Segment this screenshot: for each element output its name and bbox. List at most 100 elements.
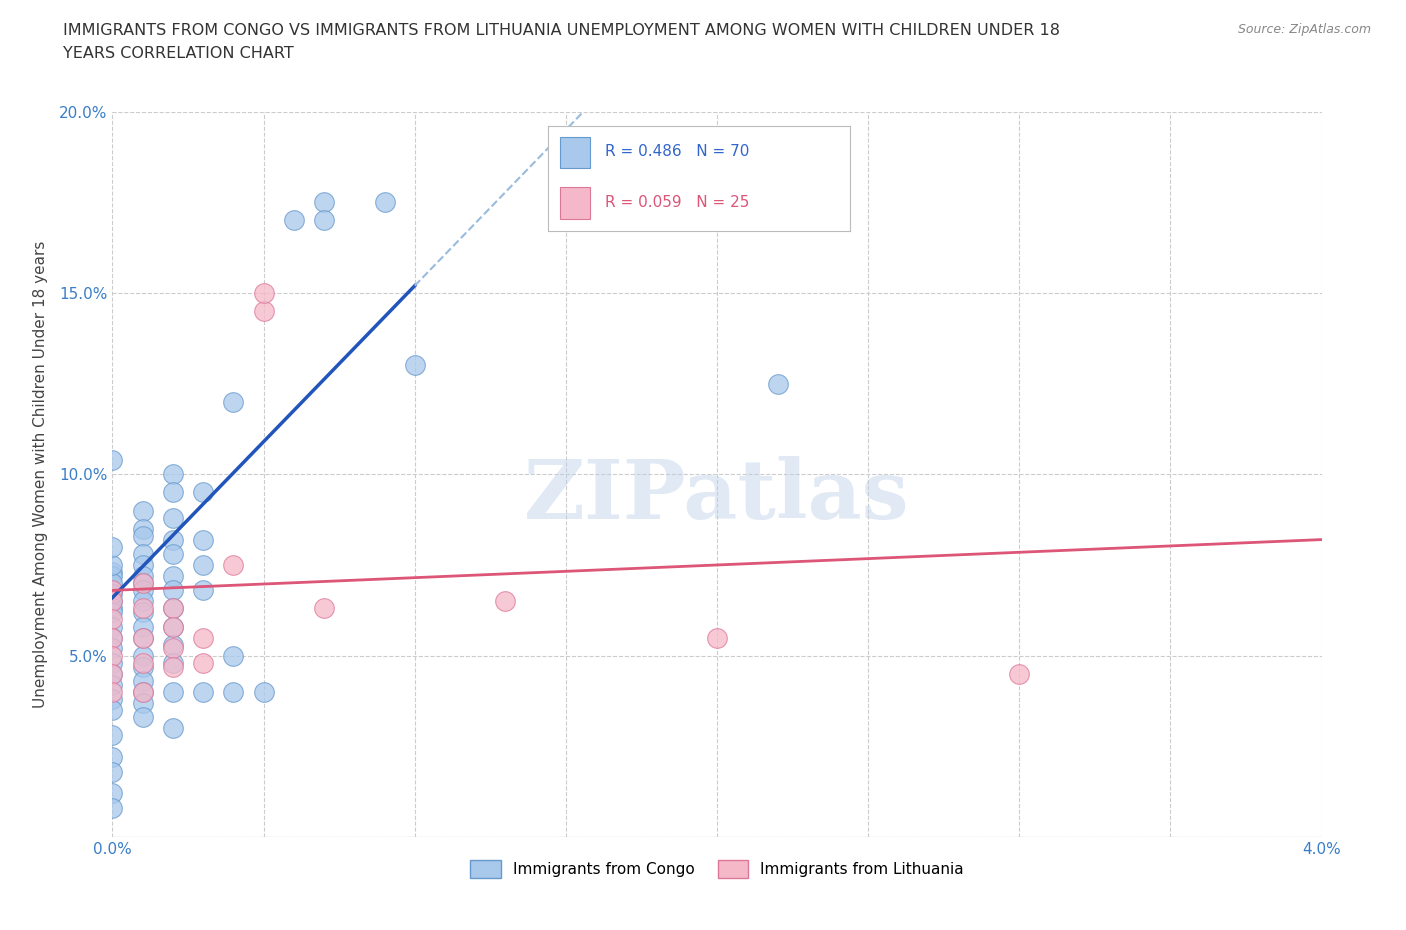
Point	[132, 594, 155, 609]
Point	[253, 684, 276, 699]
Point	[312, 213, 335, 228]
Point	[101, 619, 124, 634]
Point	[132, 568, 155, 583]
Point	[312, 601, 335, 616]
Point	[101, 750, 124, 764]
Point	[101, 604, 124, 619]
Point	[132, 684, 155, 699]
Point	[162, 721, 184, 736]
Point	[101, 565, 124, 579]
Point	[162, 467, 184, 482]
Point	[191, 684, 215, 699]
Point	[191, 583, 215, 598]
Point	[132, 601, 155, 616]
Point	[101, 692, 124, 707]
Point	[253, 303, 276, 318]
Point	[312, 195, 335, 210]
Point	[101, 764, 124, 779]
Point	[132, 710, 155, 724]
Point	[101, 558, 124, 573]
Point	[101, 648, 124, 663]
Point	[101, 576, 124, 591]
Point	[162, 684, 184, 699]
Point	[222, 394, 245, 409]
Point	[162, 485, 184, 500]
Point	[162, 601, 184, 616]
Point	[191, 532, 215, 547]
Point	[101, 583, 124, 598]
Point	[101, 568, 124, 583]
Point	[162, 601, 184, 616]
Point	[101, 452, 124, 467]
Point	[132, 696, 155, 711]
Point	[132, 528, 155, 543]
Point	[162, 659, 184, 674]
Point	[162, 583, 184, 598]
Point	[132, 558, 155, 573]
Point	[132, 576, 155, 591]
Point	[101, 786, 124, 801]
Point	[101, 594, 124, 609]
Point	[132, 583, 155, 598]
Point	[101, 667, 124, 682]
Point	[132, 604, 155, 619]
Y-axis label: Unemployment Among Women with Children Under 18 years: Unemployment Among Women with Children U…	[34, 241, 48, 708]
Point	[162, 656, 184, 671]
Point	[162, 532, 184, 547]
Point	[132, 648, 155, 663]
Point	[132, 684, 155, 699]
Text: Source: ZipAtlas.com: Source: ZipAtlas.com	[1237, 23, 1371, 36]
Point	[222, 558, 245, 573]
Point	[283, 213, 305, 228]
Point	[162, 547, 184, 562]
Point	[101, 601, 124, 616]
Point	[101, 801, 124, 816]
Point	[132, 503, 155, 518]
Text: IMMIGRANTS FROM CONGO VS IMMIGRANTS FROM LITHUANIA UNEMPLOYMENT AMONG WOMEN WITH: IMMIGRANTS FROM CONGO VS IMMIGRANTS FROM…	[63, 23, 1060, 38]
Point	[132, 631, 155, 645]
Point	[191, 558, 215, 573]
Point	[132, 631, 155, 645]
Point	[101, 684, 124, 699]
Point	[162, 568, 184, 583]
Point	[132, 656, 155, 671]
Point	[162, 619, 184, 634]
Point	[101, 703, 124, 718]
Point	[132, 576, 155, 591]
Point	[222, 648, 245, 663]
Point	[766, 377, 789, 392]
Point	[101, 631, 124, 645]
Point	[162, 641, 184, 656]
Point	[101, 656, 124, 671]
Point	[101, 641, 124, 656]
Point	[101, 667, 124, 682]
Point	[101, 677, 124, 692]
Point	[162, 619, 184, 634]
Point	[162, 637, 184, 652]
Point	[132, 521, 155, 536]
Point	[132, 673, 155, 688]
Text: ZIPatlas: ZIPatlas	[524, 456, 910, 536]
Point	[162, 511, 184, 525]
Point	[191, 656, 215, 671]
Point	[101, 728, 124, 743]
Point	[373, 195, 396, 210]
Point	[101, 587, 124, 602]
Point	[191, 485, 215, 500]
Point	[222, 684, 245, 699]
Point	[495, 594, 517, 609]
Point	[404, 358, 426, 373]
Text: YEARS CORRELATION CHART: YEARS CORRELATION CHART	[63, 46, 294, 61]
Point	[101, 583, 124, 598]
Point	[1008, 667, 1031, 682]
Point	[132, 547, 155, 562]
Point	[101, 612, 124, 627]
Point	[191, 631, 215, 645]
Legend: Immigrants from Congo, Immigrants from Lithuania: Immigrants from Congo, Immigrants from L…	[464, 854, 970, 883]
Point	[101, 539, 124, 554]
Point	[132, 619, 155, 634]
Point	[253, 286, 276, 300]
Point	[132, 659, 155, 674]
Point	[706, 631, 728, 645]
Point	[101, 594, 124, 609]
